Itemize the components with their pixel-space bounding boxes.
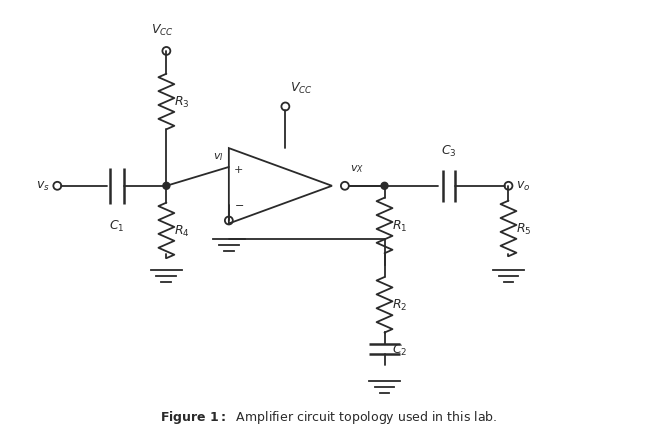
Text: $V_{CC}$: $V_{CC}$ bbox=[290, 80, 313, 95]
Text: $R_1$: $R_1$ bbox=[392, 218, 408, 233]
Text: $\mathbf{Figure\ 1:}$  Amplifier circuit topology used in this lab.: $\mathbf{Figure\ 1:}$ Amplifier circuit … bbox=[161, 408, 497, 425]
Text: $R_2$: $R_2$ bbox=[392, 298, 408, 312]
Text: $R_3$: $R_3$ bbox=[174, 95, 190, 110]
Text: $v_o$: $v_o$ bbox=[517, 180, 531, 193]
Text: $C_3$: $C_3$ bbox=[441, 144, 457, 159]
Text: $C_1$: $C_1$ bbox=[109, 218, 124, 233]
Text: $R_5$: $R_5$ bbox=[517, 221, 532, 237]
Text: $v_X$: $v_X$ bbox=[350, 163, 364, 174]
Text: $V_{CC}$: $V_{CC}$ bbox=[151, 23, 174, 38]
Text: $-$: $-$ bbox=[234, 198, 244, 208]
Text: $C_2$: $C_2$ bbox=[392, 342, 408, 357]
Circle shape bbox=[381, 183, 388, 190]
Text: +: + bbox=[234, 164, 243, 174]
Text: $v_s$: $v_s$ bbox=[36, 180, 49, 193]
Text: $v_I$: $v_I$ bbox=[213, 151, 224, 163]
Text: $R_4$: $R_4$ bbox=[174, 224, 190, 238]
Circle shape bbox=[163, 183, 170, 190]
